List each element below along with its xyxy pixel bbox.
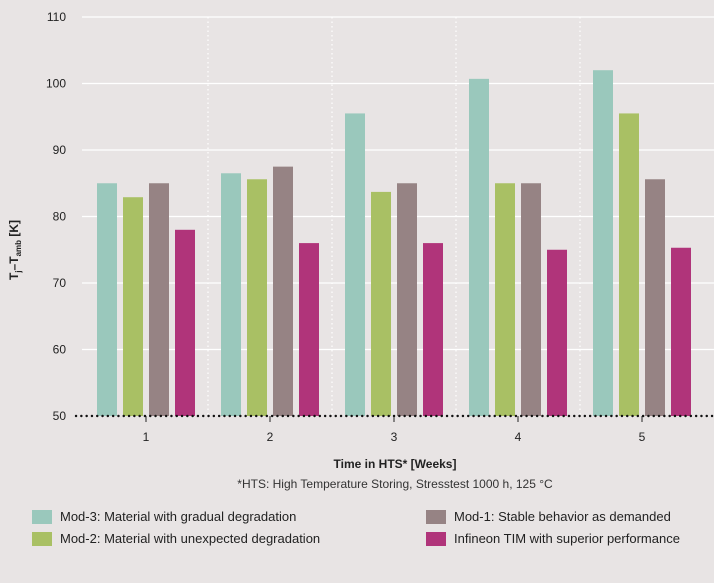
y-axis-title: Tj–Tamb [K]: [7, 220, 23, 280]
legend-label: Mod-1: Stable behavior as demanded: [454, 509, 671, 524]
bar-s2-c3: [371, 191, 391, 416]
footnote: *HTS: High Temperature Storing, Stresste…: [237, 477, 553, 491]
y-tick-label-100: 100: [46, 77, 66, 91]
legend-swatch: [32, 509, 52, 524]
bar-s3-c2: [273, 166, 293, 416]
x-tick-label-1: 1: [143, 430, 150, 444]
axes: 50 60 70 80 90 100 110 1 2 3 4 5: [46, 10, 714, 444]
legend-swatch: [426, 531, 446, 546]
bar-s2-c5: [619, 113, 639, 417]
y-tick-label-90: 90: [53, 143, 67, 157]
bar-s1-c4: [469, 78, 489, 416]
bar-s2-c2: [247, 179, 267, 416]
legend: Mod-3: Material with gradual degradation…: [32, 509, 714, 583]
y-tick-label-110: 110: [47, 10, 66, 24]
bar-s3-c4: [521, 183, 541, 416]
legend-item-3: Mod-1: Stable behavior as demanded: [426, 509, 671, 524]
y-tick-label-80: 80: [53, 210, 67, 224]
bar-s3-c3: [397, 183, 417, 416]
bar-s4-c4: [547, 249, 567, 416]
x-tick-label-5: 5: [639, 430, 646, 444]
legend-swatch: [32, 531, 52, 546]
x-tick-label-2: 2: [267, 430, 274, 444]
bar-s1-c1: [97, 183, 117, 416]
bar-s4-c5: [671, 247, 691, 416]
bar-s2-c1: [123, 197, 143, 416]
bar-s4-c2: [299, 243, 319, 416]
y-tick-label-70: 70: [53, 276, 67, 290]
bar-s3-c1: [149, 183, 169, 416]
bar-s2-c4: [495, 183, 515, 416]
legend-item-1: Mod-3: Material with gradual degradation: [32, 509, 296, 524]
y-tick-label-50: 50: [53, 409, 67, 423]
bar-s4-c1: [175, 229, 195, 416]
legend-label: Mod-3: Material with gradual degradation: [60, 509, 297, 524]
bar-s1-c5: [593, 70, 613, 416]
bar-s4-c3: [423, 243, 443, 416]
bar-series: [97, 70, 691, 417]
legend-item-2: Mod-2: Material with unexpected degradat…: [32, 531, 320, 546]
y-tick-label-60: 60: [53, 343, 67, 357]
x-axis-title: Time in HTS* [Weeks]: [334, 457, 457, 471]
legend-label: Infineon TIM with superior performance: [454, 531, 680, 546]
legend-label: Mod-2: Material with unexpected degradat…: [60, 531, 321, 546]
bar-s1-c3: [345, 113, 365, 417]
x-tick-label-3: 3: [391, 430, 398, 444]
bar-chart: 50 60 70 80 90 100 110 1 2 3 4 5 Tj–Tamb [K] Time i…: [7, 10, 714, 491]
legend-item-4: Infineon TIM with superior performance: [426, 531, 680, 546]
x-tick-label-4: 4: [515, 430, 522, 444]
bar-s3-c5: [645, 179, 665, 416]
bar-s1-c2: [221, 173, 241, 416]
legend-swatch: [426, 509, 446, 524]
